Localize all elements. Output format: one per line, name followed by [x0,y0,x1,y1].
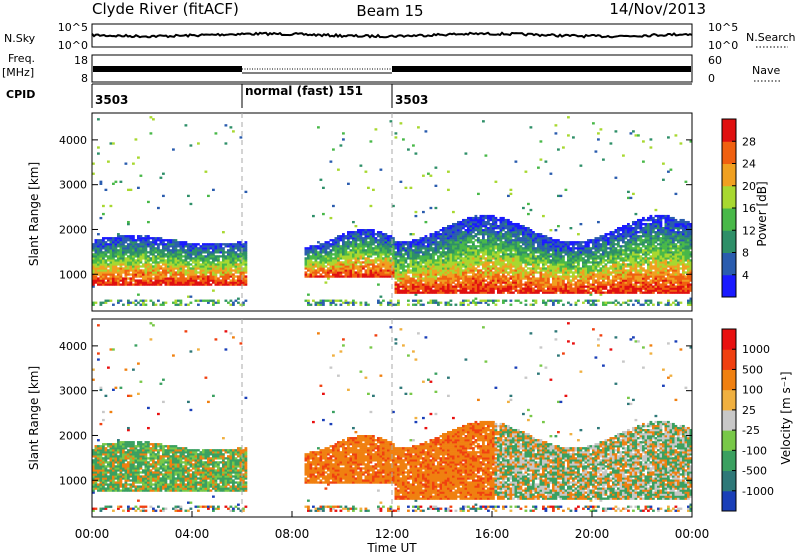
velocity-colorbar-segment [722,430,736,451]
freq-panel: Freq. [MHz] 18 8 60 0 Nave [2,52,782,85]
power-colorbar-tick-4: 20 [742,180,756,193]
nsky-panel: N.Sky 10^5 10^0 10^5 10^0 N.Search [4,21,796,52]
power-colorbar-segment [722,252,736,276]
nsearch-tick-bottom: 10^0 [708,39,738,52]
velocity-colorbar-tick-6: -500 [742,465,767,478]
velocity-colorbar-segment [722,470,736,492]
cpid-strip: CPID 3503 normal (fast) 151 3503 [6,83,692,108]
power-colorbar-segment [722,119,736,142]
nave-tick-bottom: 0 [708,72,715,85]
power-colorbar-tick-0: 4 [742,269,749,282]
velocity-colorbar-segment [722,349,736,370]
cpid-label: CPID [6,88,35,101]
velocity-colorbar-tick-7: -1000 [742,485,774,498]
velocity-colorbar-tick-0: 1000 [742,343,770,356]
power-colorbar-segment [722,230,736,253]
velocity-colorbar-segment [722,450,736,472]
power-ytick-2: 3000 [59,179,87,192]
velocity-ytick-2: 3000 [59,385,87,398]
velocity-colorbar-segment [722,389,736,411]
power-ytick-1: 2000 [59,223,87,236]
velocity-ytick-0: 1000 [59,474,87,487]
xtick-0: 00:00 [75,527,110,541]
cpid-segment-3: 3503 [395,93,428,107]
xtick-2: 08:00 [275,527,310,541]
power-yticks: 1000 2000 3000 4000 [59,134,692,281]
xtick-4: 16:00 [475,527,510,541]
power-colorbar-segment [722,163,736,187]
xtick-6: 00:00 [675,527,710,541]
nsearch-label: N.Search [746,31,796,44]
power-colorbar-tick-1: 8 [742,247,749,260]
nsky-tick-top: 10^5 [58,21,88,34]
nave-label: Nave [752,64,780,77]
power-ytick-0: 1000 [59,268,87,281]
power-panel: Slant Range [km] 1000 2000 3000 4000 4 8 12 16… [27,112,769,312]
velocity-colorbar-tick-4: -25 [742,424,760,437]
power-colorbar-tick-5: 24 [742,158,756,171]
power-colorbar-tick-6: 28 [742,135,756,148]
power-colorbar-tick-3: 16 [742,202,756,215]
power-colorbar-segment [722,208,736,231]
velocity-colorbar-segment [722,329,736,350]
velocity-colorbar: 1000 500 100 25 -25 -100 -500 -1000 [721,328,774,512]
velocity-colorbar-label: Velocity [m s⁻¹] [779,371,793,464]
freq-band-right [392,66,691,72]
xtick-5: 20:00 [575,527,610,541]
xtick-3: 12:00 [375,527,410,541]
power-colorbar-label: Power [dB] [755,181,769,246]
nsky-tick-bottom: 10^0 [58,39,88,52]
power-ytick-3: 4000 [59,134,87,147]
velocity-xticks: 00:00 04:00 08:00 12:00 16:00 20:00 00:00 [75,511,710,541]
power-colorbar: 4 8 12 16 20 24 28 [721,118,756,298]
nave-tick-top: 60 [708,54,722,67]
xaxis-label: Time UT [366,541,417,554]
xtick-1: 04:00 [175,527,210,541]
velocity-colorbar-tick-1: 500 [742,363,763,376]
velocity-ytick-3: 4000 [59,340,87,353]
velocity-colorbar-segment [722,409,736,431]
velocity-colorbar-tick-3: 25 [742,404,756,417]
power-ylabel: Slant Range [km] [27,162,41,266]
nsearch-tick-top: 10^5 [708,21,738,34]
station-title: Clyde River (fitACF) [92,0,239,18]
freq-tick-bottom: 8 [81,72,88,85]
power-colorbar-tick-2: 12 [742,224,756,237]
velocity-colorbar-tick-5: -100 [742,444,767,457]
velocity-ytick-1: 2000 [59,429,87,442]
beam-title: Beam 15 [356,2,423,20]
velocity-ylabel: Slant Range [km] [27,366,41,470]
velocity-colorbar-segment [722,490,736,512]
nsky-trace [91,31,693,39]
freq-band-left [93,66,242,72]
velocity-colorbar-segment [722,369,736,391]
date-title: 14/Nov/2013 [609,0,706,18]
freq-tick-top: 18 [74,54,88,67]
freq-unit: [MHz] [2,66,34,79]
freq-label: Freq. [8,52,35,65]
velocity-yticks: 1000 2000 3000 4000 [59,340,692,487]
power-colorbar-segment [722,141,736,164]
nsky-label: N.Sky [4,32,36,45]
velocity-heatmap-cells [92,322,693,512]
cpid-segment-2: normal (fast) 151 [245,84,363,98]
velocity-colorbar-tick-2: 100 [742,384,763,397]
power-colorbar-segment [722,274,736,298]
power-colorbar-segment [722,185,736,209]
power-heatmap-cells [92,116,693,306]
cpid-segment-1: 3503 [95,93,128,107]
